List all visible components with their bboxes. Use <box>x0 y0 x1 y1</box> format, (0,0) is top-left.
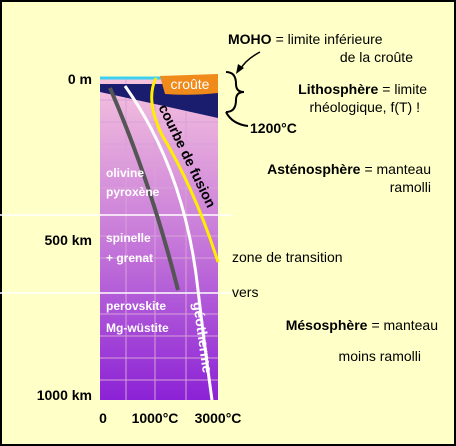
mineral-label: olivine <box>106 166 144 180</box>
layer-term: MOHO <box>228 31 272 47</box>
layer-definition: Mésosphère = manteau <box>286 317 438 333</box>
geotherm-curve <box>123 85 214 401</box>
layer-text: moins ramolli <box>339 348 421 364</box>
isotherm-label: 1200°C <box>250 120 297 136</box>
arrowhead <box>236 64 244 74</box>
layer-text: = manteau <box>364 161 431 177</box>
transition-label: vers <box>232 284 258 300</box>
depth-label: 1000 km <box>37 387 92 403</box>
temperature-label: 0 <box>99 410 107 426</box>
arrow <box>225 111 249 127</box>
mineral-label: pyroxène <box>106 185 160 199</box>
brace <box>225 71 245 113</box>
depth-label: 0 m <box>68 71 92 87</box>
temperature-label: 1000°C <box>132 410 179 426</box>
mineral-label: spinelle <box>106 231 151 245</box>
transition-label: zone de transition <box>232 249 343 265</box>
crust <box>160 74 218 95</box>
temperature-label: 3000°C <box>195 410 242 426</box>
mineral-label: + grenat <box>106 251 153 265</box>
layer-text: de la croûte <box>340 49 413 65</box>
layer-definition: MOHO = limite inférieure <box>228 31 383 47</box>
layer-text: = limite <box>382 81 427 97</box>
layer-term: Asténosphère <box>267 161 361 177</box>
crust-label: croûte <box>171 76 210 92</box>
old-geotherm <box>108 87 180 291</box>
grid <box>100 78 218 400</box>
layer-definition: Lithosphère = limite <box>298 81 427 97</box>
layer-text: = limite inférieure <box>276 31 383 47</box>
depth-label: 500 km <box>45 232 92 248</box>
layer-definition: Asténosphère = manteau <box>267 161 431 177</box>
layer-text: rhéologique, f(T) ! <box>310 99 421 115</box>
mineral-label: Mg-wüstite <box>106 321 169 335</box>
layer-text: = manteau <box>371 317 438 333</box>
layer-term: Lithosphère <box>298 81 378 97</box>
melting-curve <box>150 77 220 263</box>
layer-text: ramolli <box>390 179 431 195</box>
layer-term: Mésosphère <box>286 317 368 333</box>
mineral-label: perovskite <box>106 299 166 313</box>
